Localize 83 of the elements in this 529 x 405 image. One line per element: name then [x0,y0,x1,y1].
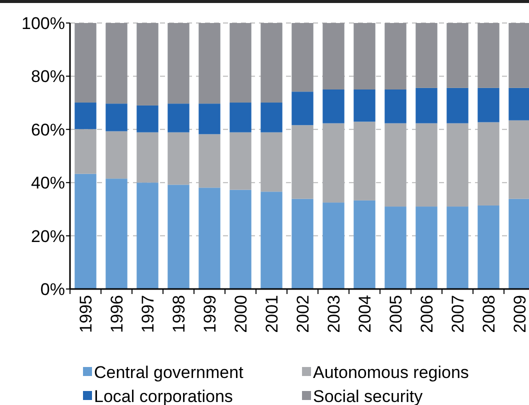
bar [136,105,158,132]
bar [136,132,158,183]
bar [446,23,468,88]
bar [478,88,500,122]
bar [446,206,468,289]
bar [230,132,252,190]
x-tick-label: 2006 [417,295,436,333]
bar [230,102,252,132]
bar [354,90,376,122]
bar [416,206,438,289]
bar [198,104,220,134]
bar [260,192,282,289]
bar [260,132,282,192]
bar [292,198,314,289]
bar [74,174,96,289]
x-tick-label: 1998 [169,295,188,333]
bar [136,23,158,106]
bar [384,206,406,289]
x-tick-label: 2009 [510,295,529,333]
x-tick-label: 1997 [138,295,158,333]
bar [354,23,376,90]
bar [168,104,190,132]
bar [416,88,438,124]
bar [74,129,96,174]
bar [292,92,314,126]
bar [106,104,128,132]
bar [106,23,128,104]
bar [446,123,468,207]
bar [508,120,529,199]
x-tick-label: 2001 [262,295,282,333]
bar [384,90,406,124]
bar [198,134,220,188]
x-tick-label: 2004 [355,295,374,333]
x-tick-label: 2005 [386,295,406,333]
y-tick-label: 80% [30,67,65,86]
x-tick-label: 2003 [324,295,344,333]
bar [292,125,314,199]
bar [322,202,344,289]
bar [322,123,344,203]
bar [478,205,500,289]
bar [198,23,220,104]
bar [416,23,438,88]
bar [508,23,529,88]
y-tick-label: 0% [40,280,65,299]
y-tick-label: 20% [30,226,65,246]
bar [478,23,500,88]
bar [354,200,376,289]
bar [168,184,190,289]
bar [106,178,128,289]
y-tick-label: 100% [22,14,65,33]
bar [478,122,500,206]
x-tick-label: 1995 [76,295,96,333]
legend-label: Autonomous regions [313,362,469,382]
bar [230,23,252,103]
x-tick-label: 1999 [200,295,220,333]
bar [322,23,344,90]
bar [260,102,282,132]
x-tick-label: 1996 [107,295,126,333]
bar [198,188,220,289]
bar [322,90,344,124]
bar [74,102,96,130]
bar [136,182,158,289]
bar [168,23,190,104]
bar [384,123,406,207]
bar [292,23,314,92]
bar [446,88,468,124]
bar [74,23,96,103]
bar [260,23,282,103]
bar [508,198,529,289]
x-tick-label: 2008 [479,295,498,333]
bar [508,88,529,120]
y-tick-label: 40% [30,174,65,193]
bar [384,23,406,90]
bar [354,122,376,200]
bar [416,123,438,207]
x-tick-label: 2002 [293,295,312,333]
bar [106,131,128,179]
bar [230,190,252,289]
legend-label: Central government [94,362,244,382]
y-tick-label: 60% [30,120,65,140]
x-tick-label: 2007 [448,295,468,333]
x-tick-label: 2000 [231,295,250,333]
bar [168,132,190,185]
